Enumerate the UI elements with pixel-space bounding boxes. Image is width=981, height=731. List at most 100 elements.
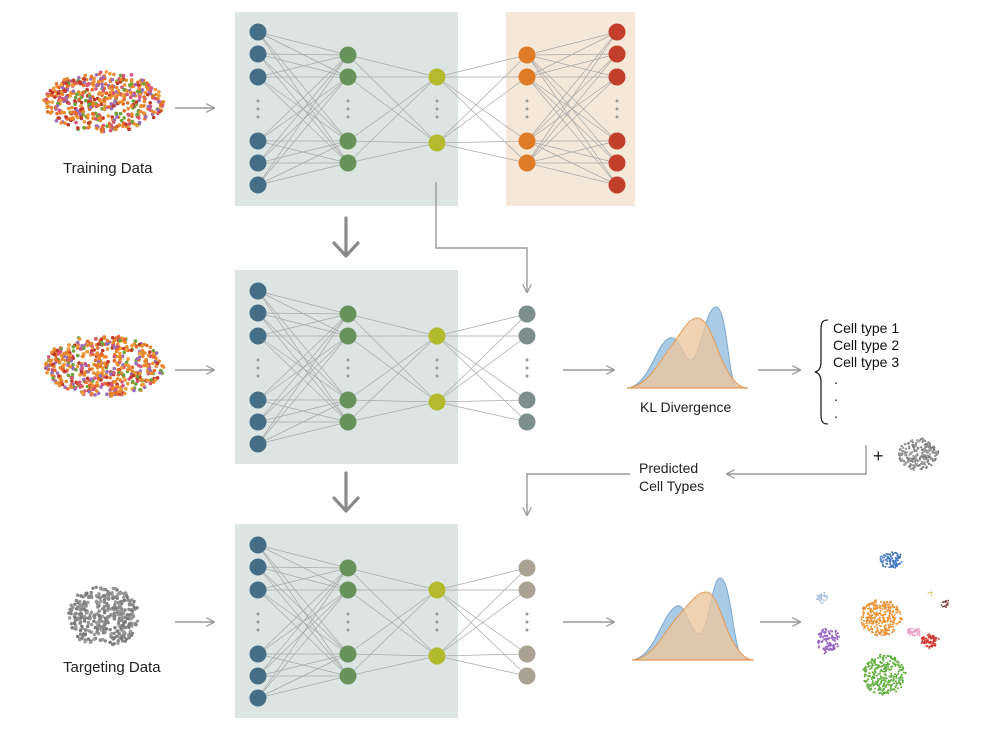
input-node (249, 667, 267, 685)
latent-node (428, 581, 446, 599)
input-node (249, 132, 267, 150)
ellipsis-dot (435, 628, 439, 632)
cluster-green (862, 653, 907, 696)
encoder-panel-row3 (235, 524, 458, 718)
ellipsis-dot (435, 374, 439, 378)
down-arrow-row2-to-row3 (332, 471, 360, 513)
latent-node (428, 68, 446, 86)
predicted-label-line2: Cell Types (639, 478, 705, 494)
input-node (249, 558, 267, 576)
cell-type-ellipsis: . (834, 371, 838, 387)
output-node (608, 154, 626, 172)
input-node (249, 689, 267, 707)
decoder-node (518, 68, 536, 86)
ellipsis-dot (256, 612, 260, 616)
hidden-node (339, 645, 357, 663)
ellipsis-dot (256, 358, 260, 362)
classifier-node (518, 581, 536, 599)
classifier-node (518, 327, 536, 345)
ellipsis-dot (615, 99, 619, 103)
input-node (249, 176, 267, 194)
cell-type-item: Cell type 3 (833, 354, 900, 370)
cell-type-item: Cell type 1 (833, 320, 900, 336)
input-node (249, 282, 267, 300)
output-node (608, 132, 626, 150)
hidden-node (339, 327, 357, 345)
cluster-purple (816, 627, 841, 655)
cluster-yellow (927, 591, 933, 597)
network-row-target (249, 536, 536, 707)
ellipsis-dot (346, 374, 350, 378)
unlabeled-cloud (897, 437, 940, 471)
ellipsis-dot (525, 358, 529, 362)
ellipsis-dot (256, 374, 260, 378)
arrow-predicted-to-classifier (527, 473, 630, 515)
latent-node (428, 393, 446, 411)
decoder-node (518, 132, 536, 150)
ellipsis-dot (435, 99, 439, 103)
cell-type-item: Cell type 2 (833, 337, 900, 353)
hidden-node (339, 413, 357, 431)
ellipsis-dot (525, 107, 529, 111)
cluster-blue (879, 551, 903, 569)
ellipsis-dot (435, 107, 439, 111)
input-node (249, 536, 267, 554)
ellipsis-dot (525, 99, 529, 103)
training-data-cloud (42, 70, 166, 134)
ellipsis-dot (525, 374, 529, 378)
ellipsis-dot (435, 115, 439, 119)
hidden-node (339, 667, 357, 685)
training-data-label: Training Data (63, 160, 153, 177)
arrow-latent-to-classifier (435, 182, 527, 292)
ellipsis-dot (525, 366, 529, 370)
ellipsis-dot (346, 620, 350, 624)
kl-density-plot (626, 306, 749, 389)
input-node (249, 435, 267, 453)
encoder-panel-row2 (235, 270, 458, 464)
ellipsis-dot (435, 366, 439, 370)
ellipsis-dot (256, 99, 260, 103)
ellipsis-dot (346, 612, 350, 616)
ellipsis-dot (435, 358, 439, 362)
input-node (249, 154, 267, 172)
ellipsis-dot (256, 628, 260, 632)
input-node (249, 23, 267, 41)
ellipsis-dot (525, 612, 529, 616)
cluster-red (920, 633, 940, 649)
cell-type-brace (814, 319, 829, 425)
classifier-node (518, 559, 536, 577)
plus-sign: + (873, 446, 884, 466)
arrow-celltypes-to-predicted (727, 445, 867, 474)
training-data-cloud-2 (44, 334, 166, 398)
input-node (249, 45, 267, 63)
targeting-data-label: Targeting Data (63, 659, 161, 676)
input-node (249, 413, 267, 431)
targeting-data-cloud (67, 585, 140, 647)
output-node (608, 176, 626, 194)
kl-divergence-label: KL Divergence (640, 399, 732, 415)
classifier-node (518, 413, 536, 431)
ellipsis-dot (346, 628, 350, 632)
input-node (249, 391, 267, 409)
latent-node (428, 134, 446, 152)
ellipsis-dot (256, 366, 260, 370)
ellipsis-dot (256, 115, 260, 119)
input-node (249, 645, 267, 663)
output-node (608, 45, 626, 63)
ellipsis-dot (256, 107, 260, 111)
output-node (608, 23, 626, 41)
network-row-autoencoder (249, 23, 626, 194)
ellipsis-dot (435, 620, 439, 624)
ellipsis-dot (525, 620, 529, 624)
ellipsis-dot (525, 115, 529, 119)
ellipsis-dot (615, 115, 619, 119)
prediction-density-plot (631, 577, 755, 661)
ellipsis-dot (346, 115, 350, 119)
output-node (608, 68, 626, 86)
classifier-node (518, 391, 536, 409)
input-node (249, 327, 267, 345)
ellipsis-dot (615, 107, 619, 111)
latent-node (428, 327, 446, 345)
down-arrow-row1-to-row2 (332, 216, 360, 258)
